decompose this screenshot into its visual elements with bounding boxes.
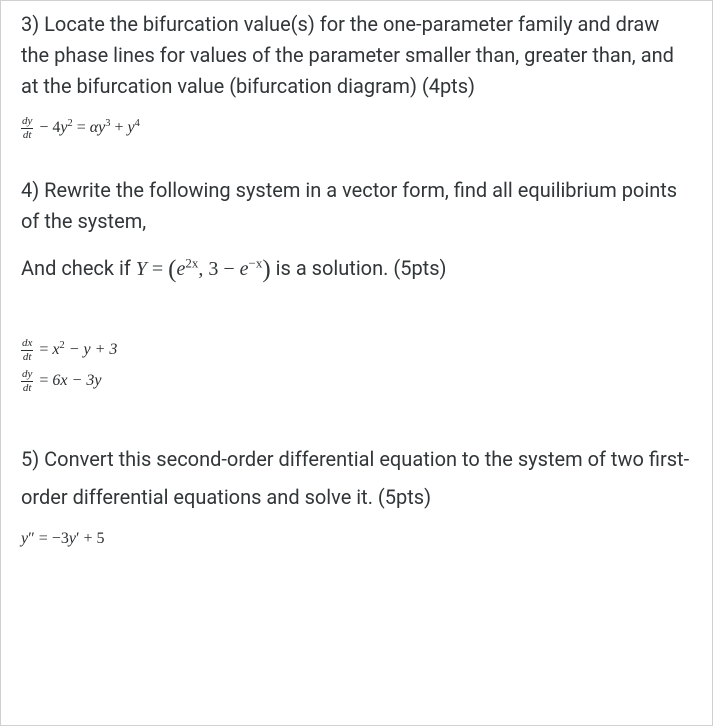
q4-text-2b: is a solution. (5pts) [276,256,447,280]
q4-text-2: And check if Y = (e2x, 3 − e−x) is a sol… [21,251,692,290]
q4-comma: , 3 − [198,258,239,280]
q3-frac-den: dt [21,129,33,141]
q3-equation: dy dt − 4y2 = αy3 + y4 [21,116,692,141]
q3-minus: − [39,119,52,136]
q4-eq2-den: dt [21,382,33,394]
q4-text-1: 4) Rewrite the following system in a vec… [21,175,692,237]
q3-frac-num: dy [21,116,33,129]
q4-eq1-den: dt [21,351,33,363]
q4-eq1-eqsign: = [39,341,52,358]
q3-t2-coef: α [90,119,98,136]
q4-eq2-num: dy [21,369,33,382]
q4-eq-sign: = [152,258,168,280]
q5-block: 5) Convert this second-order differentia… [21,440,692,548]
q5-y2: y [69,530,76,547]
q4-rparen: ) [262,256,270,283]
q5-end: + 5 [83,530,104,547]
q3-t3-exp: 4 [135,118,140,129]
q4-eq1-x-exp: 2 [60,340,65,351]
q4-eq1-frac: dx dt [21,338,33,363]
q5-equation: y″ = −3y′ + 5 [21,530,692,548]
q4-eq2: dy dt = 6x − 3y [21,369,692,394]
q3-t3-var: y [128,119,135,136]
q4-text-2a: And check if [21,256,136,280]
q5-text: 5) Convert this second-order differentia… [21,440,692,516]
q4-e2-exp: −x [249,255,263,270]
q5-p: ′ [76,530,80,547]
q3-t1-exp: 2 [68,118,73,129]
q3-plus: + [114,119,127,136]
q4-e1-exp: 2x [185,255,198,270]
q4-eq1-rest: − y + 3 [69,341,118,358]
q3-text: 3) Locate the bifurcation value(s) for t… [21,9,692,102]
q4-eq2-frac: dy dt [21,369,33,394]
q3-t1-var: y [60,119,67,136]
problem-page: 3) Locate the bifurcation value(s) for t… [0,0,713,726]
q5-mid: = −3 [39,530,69,547]
q4-Y: Y [136,258,147,280]
q4-eq1-x: x [52,341,59,358]
q5-pp: ″ [28,530,35,547]
q4-eq2-rhs: 6x − 3y [52,372,101,389]
q3-frac: dy dt [21,116,33,141]
q3-eq-sign: = [77,119,90,136]
q4-eq2-eqsign: = [39,372,52,389]
q3-t2-exp: 3 [105,118,110,129]
q4-eq1: dx dt = x2 − y + 3 [21,338,692,363]
q4-e2: e [240,258,249,280]
q4-eq1-num: dx [21,338,33,351]
